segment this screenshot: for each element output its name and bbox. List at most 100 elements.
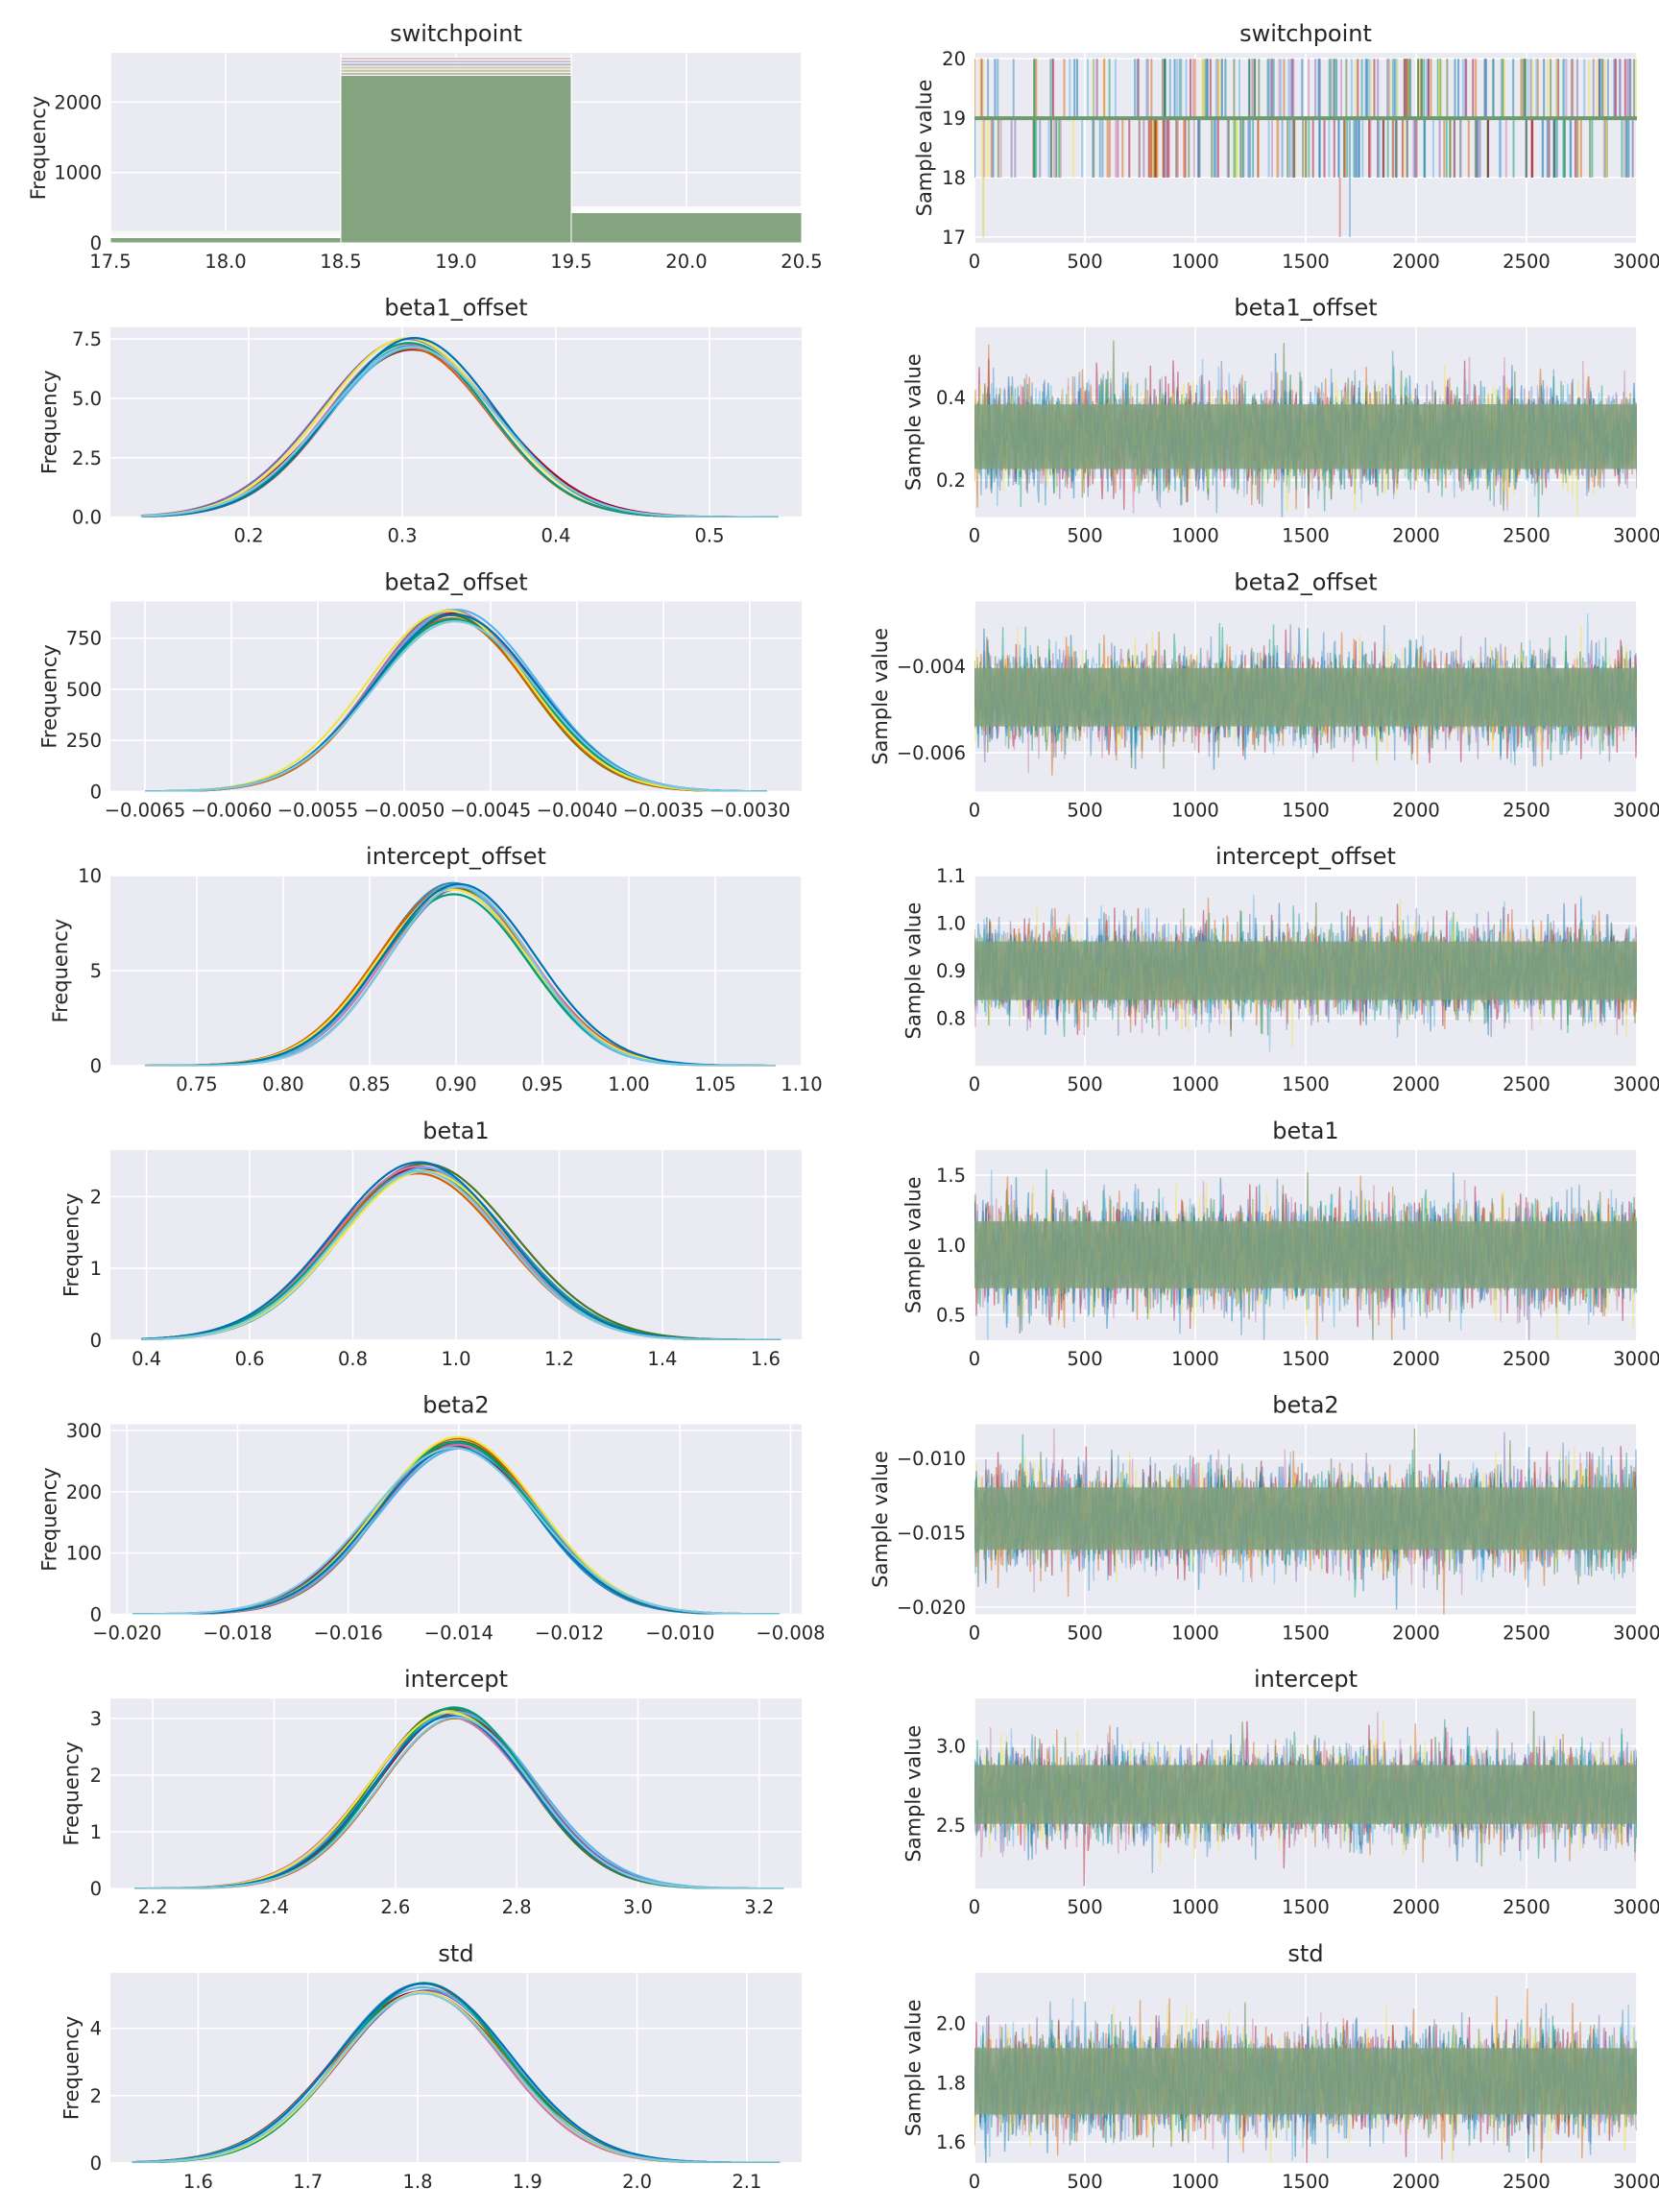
x-tick-label: 1000	[1171, 1623, 1219, 1645]
panel-title: beta1_offset	[384, 295, 527, 322]
x-tick-label: 3000	[1613, 2171, 1659, 2193]
y-axis-label: Frequency	[49, 919, 72, 1023]
y-tick-label: 2.5	[936, 1815, 966, 1837]
x-tick-label: −0.014	[424, 1623, 493, 1645]
y-axis-label: Frequency	[38, 1467, 61, 1572]
x-tick-label: 500	[1067, 1073, 1102, 1095]
x-tick-label: 0.85	[349, 1073, 390, 1095]
panel-title: beta1_offset	[1234, 295, 1377, 322]
x-tick-label: 2500	[1503, 1623, 1551, 1645]
y-tick-label: 1.8	[936, 2072, 966, 2094]
x-tick-label: −0.016	[314, 1623, 383, 1645]
x-tick-label: −0.0065	[105, 799, 186, 821]
data-layer	[974, 59, 1637, 237]
plot-area	[110, 1698, 802, 1889]
panel-kde-switchpoint: 17.5 18.0 18.5 19.0 19.5 20.0 20.5 0 1000 2000 swi…	[27, 20, 823, 273]
panel-title: intercept	[1254, 1666, 1358, 1693]
x-tick-label: 2.0	[622, 2171, 652, 2193]
x-tick-label: 0	[969, 1623, 980, 1645]
y-tick-label: 0.2	[936, 469, 966, 492]
y-axis-label: Frequency	[60, 1742, 84, 1846]
y-tick-label: 100	[66, 1543, 102, 1565]
plot-area	[110, 1424, 802, 1615]
x-tick-label: 0.75	[176, 1073, 217, 1095]
panel-trace-beta1: 0 500 1000 1500 2000 2500 3000 0.5 1.0 1.5 beta1 Sa…	[902, 1118, 1659, 1370]
y-tick-label: 2000	[54, 91, 102, 113]
x-tick-label: 2500	[1503, 1073, 1551, 1095]
x-tick-label: 1500	[1282, 251, 1330, 273]
x-tick-label: −0.008	[756, 1623, 825, 1645]
data-layer	[974, 1428, 1637, 1615]
x-tick-label: 2000	[1392, 1348, 1440, 1370]
x-tick-label: 2.2	[138, 1896, 168, 1918]
y-tick-label: 5.0	[72, 388, 102, 410]
y-tick-label: 1.5	[936, 1165, 966, 1187]
y-tick-label: 20	[942, 48, 966, 70]
y-tick-label: 1.1	[936, 865, 966, 887]
x-tick-label: 2.1	[732, 2171, 761, 2193]
x-tick-label: 2.8	[502, 1896, 532, 1918]
trace-band	[974, 1765, 1637, 1824]
x-tick-label: −0.0035	[623, 799, 705, 821]
y-axis-label: Sample value	[902, 2000, 926, 2137]
x-tick-label: 1500	[1282, 1623, 1330, 1645]
panel-title: std	[1287, 1940, 1323, 1967]
trace-band	[974, 404, 1637, 469]
x-tick-label: 500	[1067, 1623, 1102, 1645]
x-tick-label: 0.4	[541, 525, 570, 547]
y-tick-label: 3.0	[936, 1736, 966, 1758]
x-tick-label: 1500	[1282, 525, 1330, 547]
x-tick-label: 0	[969, 1073, 980, 1095]
y-tick-label: 1.0	[936, 1235, 966, 1257]
x-tick-label: 1500	[1282, 2171, 1330, 2193]
x-tick-label: 1000	[1171, 799, 1219, 821]
y-tick-label: 17	[942, 227, 966, 249]
x-tick-label: 0.80	[262, 1073, 303, 1095]
panel-title: intercept_offset	[366, 843, 546, 870]
x-tick-label: 3000	[1613, 1348, 1659, 1370]
x-tick-label: 2000	[1392, 525, 1440, 547]
x-tick-label: 2000	[1392, 2171, 1440, 2193]
x-tick-label: 1.0	[441, 1348, 470, 1370]
y-tick-label: −0.006	[897, 742, 966, 764]
y-tick-label: 2.5	[72, 447, 102, 469]
x-tick-label: 3000	[1613, 1073, 1659, 1095]
x-tick-label: −0.0040	[537, 799, 618, 821]
x-tick-label: 500	[1067, 2171, 1102, 2193]
y-tick-label: −0.004	[897, 656, 966, 678]
trace-band	[974, 1487, 1637, 1551]
y-tick-label: 750	[66, 628, 102, 650]
panel-title: beta2_offset	[1234, 568, 1377, 595]
y-axis-label: Frequency	[38, 370, 61, 474]
y-tick-label: 200	[66, 1481, 102, 1503]
panel-title: beta2_offset	[384, 568, 527, 595]
kde-line	[145, 884, 776, 1067]
panel-kde-intercept-offset: 0.75 0.80 0.85 0.90 0.95 1.00 1.05 1.10 0 5 10 inte…	[49, 843, 823, 1095]
x-tick-label: −0.0045	[450, 799, 532, 821]
data-layer	[140, 336, 779, 517]
kde-line	[145, 882, 776, 1067]
x-tick-label: 500	[1067, 1348, 1102, 1370]
kde-line	[144, 619, 767, 792]
y-tick-label: 0	[90, 781, 102, 803]
kde-line	[132, 1447, 780, 1615]
x-tick-label: 1500	[1282, 1348, 1330, 1370]
x-tick-label: −0.012	[535, 1623, 604, 1645]
x-tick-label: 3000	[1613, 799, 1659, 821]
y-tick-label: −0.020	[897, 1597, 966, 1619]
panel-kde-beta1-offset: 0.2 0.3 0.4 0.5 0.0 2.5 5.0 7.5 beta1_offset Freq…	[38, 295, 802, 547]
x-tick-label: 1000	[1171, 1073, 1219, 1095]
panel-title: intercept	[404, 1666, 508, 1693]
y-tick-label: 0	[90, 232, 102, 254]
panel-title: beta1	[422, 1118, 489, 1144]
panel-title: beta2	[422, 1392, 489, 1419]
data-layer	[132, 1435, 781, 1615]
x-tick-label: 0.8	[338, 1348, 368, 1370]
panel-title: std	[438, 1940, 473, 1967]
trace-band	[974, 667, 1637, 727]
x-tick-label: 1000	[1171, 1896, 1219, 1918]
kde-line	[132, 1992, 781, 2163]
hist-bar	[110, 237, 342, 243]
x-tick-label: 1.4	[647, 1348, 677, 1370]
data-layer	[141, 1161, 781, 1340]
